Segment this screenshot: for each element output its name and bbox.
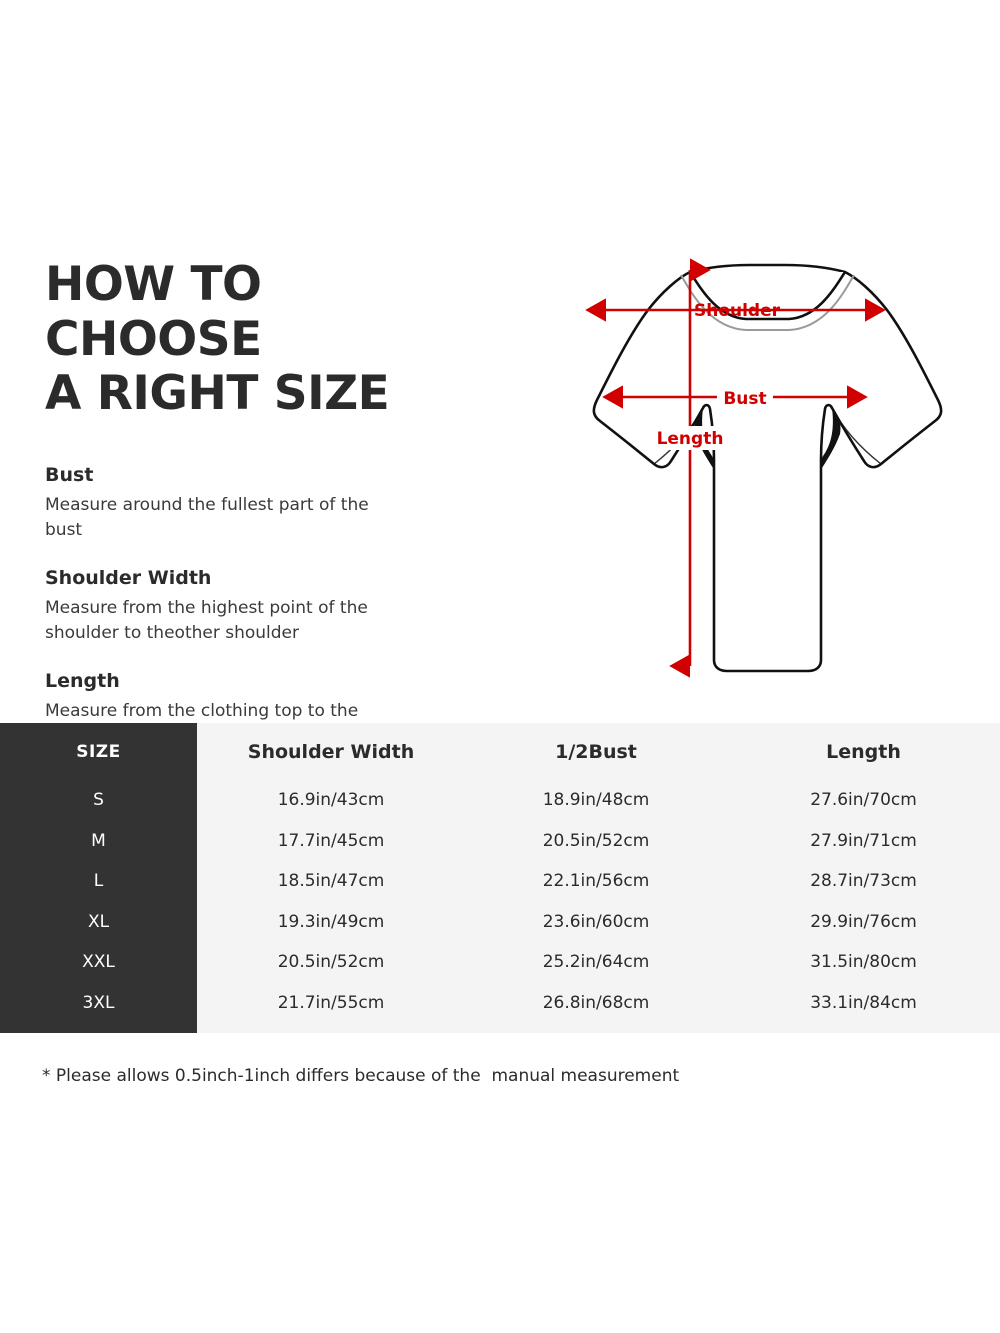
measurement-bust: Bust Measure around the fullest part of … bbox=[45, 464, 485, 543]
page-title: HOW TO CHOOSE A RIGHT SIZE bbox=[45, 257, 390, 422]
table-cell-bust: 26.8in/68cm bbox=[542, 992, 650, 1013]
table-cell-bust: 22.1in/56cm bbox=[542, 871, 650, 892]
shirt-silhouette-path bbox=[592, 263, 943, 673]
table-row-size-label: L bbox=[93, 871, 104, 892]
table-header-shoulder-width: Shoulder Width bbox=[247, 740, 415, 763]
table-cell-length: 28.7in/73cm bbox=[810, 871, 917, 892]
table-cell-length: 27.9in/71cm bbox=[810, 830, 917, 851]
size-table-grid: SIZE Shoulder Width 1/2Bust Length S 16.… bbox=[0, 723, 1000, 1033]
table-cell-shoulder: 19.3in/49cm bbox=[277, 911, 385, 932]
shoulder-dimension-arrow: Shoulder bbox=[585, 298, 886, 322]
sleeve-seam-right-path bbox=[831, 407, 882, 465]
armhole-right-path bbox=[820, 408, 841, 468]
table-cell-shoulder: 21.7in/55cm bbox=[277, 992, 385, 1013]
length-dimension-label: Length bbox=[657, 429, 724, 449]
table-cell-shoulder: 18.5in/47cm bbox=[277, 871, 385, 892]
measurement-description: Measure from the highest point of the sh… bbox=[45, 598, 368, 643]
shoulder-dimension-label: Shoulder bbox=[694, 301, 781, 321]
table-row-size-label: 3XL bbox=[82, 992, 115, 1013]
table-cell-bust: 20.5in/52cm bbox=[542, 830, 650, 851]
table-row-size-label: XXL bbox=[82, 952, 115, 973]
table-header-half-bust: 1/2Bust bbox=[555, 740, 637, 763]
measurement-term: Length bbox=[45, 669, 120, 692]
table-cell-bust: 18.9in/48cm bbox=[542, 790, 650, 811]
table-cell-length: 27.6in/70cm bbox=[810, 790, 917, 811]
bust-dimension-label: Bust bbox=[723, 389, 766, 409]
table-cell-shoulder: 16.9in/43cm bbox=[277, 790, 385, 811]
data-columns-background bbox=[197, 723, 1000, 1033]
table-row-size-label: S bbox=[93, 790, 104, 811]
table-cell-shoulder: 17.7in/45cm bbox=[277, 830, 385, 851]
measurement-shoulder-width: Shoulder Width Measure from the highest … bbox=[45, 567, 485, 646]
table-cell-length: 29.9in/76cm bbox=[810, 911, 917, 932]
table-header-length: Length bbox=[826, 740, 901, 763]
table-cell-length: 33.1in/84cm bbox=[810, 992, 917, 1013]
tshirt-diagram: Shoulder Bust Length bbox=[505, 248, 985, 688]
table-header-size: SIZE bbox=[76, 741, 121, 762]
measurement-term: Bust bbox=[45, 463, 94, 486]
table-cell-bust: 25.2in/64cm bbox=[542, 952, 650, 973]
size-table: SIZE Shoulder Width 1/2Bust Length S 16.… bbox=[0, 723, 1000, 1033]
bust-dimension-arrow: Bust bbox=[602, 385, 868, 409]
measurement-term: Shoulder Width bbox=[45, 566, 212, 589]
shirt-outline-group bbox=[592, 263, 943, 673]
table-cell-bust: 23.6in/60cm bbox=[542, 911, 650, 932]
size-column-background bbox=[0, 723, 197, 1033]
table-cell-length: 31.5in/80cm bbox=[810, 952, 917, 973]
table-row-size-label: XL bbox=[87, 911, 110, 932]
length-dimension-arrow: Length bbox=[653, 258, 727, 678]
size-guide-info: HOW TO CHOOSE A RIGHT SIZE Bust Measure … bbox=[45, 257, 485, 773]
measurement-description: Measure around the fullest part of the b… bbox=[45, 495, 369, 540]
table-cell-shoulder: 20.5in/52cm bbox=[277, 952, 385, 973]
measurement-disclaimer: * Please allows 0.5inch-1inch differs be… bbox=[42, 1066, 680, 1086]
table-row-size-label: M bbox=[91, 830, 106, 851]
